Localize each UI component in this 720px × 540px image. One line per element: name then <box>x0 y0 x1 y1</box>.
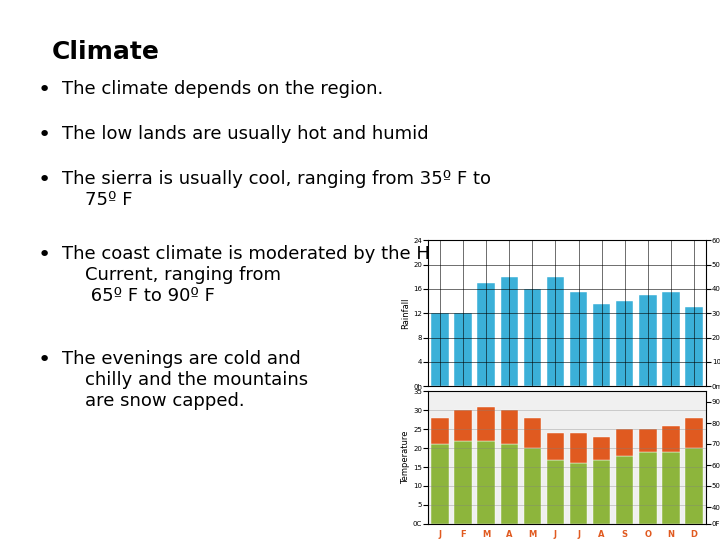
Text: •: • <box>38 170 51 190</box>
Bar <box>593 460 611 524</box>
Bar <box>662 426 680 452</box>
Bar <box>500 276 518 386</box>
Bar <box>546 276 564 386</box>
Text: The climate depends on the region.: The climate depends on the region. <box>62 80 383 98</box>
Bar <box>500 410 518 444</box>
Bar <box>570 463 588 524</box>
Bar <box>662 452 680 524</box>
Bar <box>685 418 703 448</box>
Bar <box>477 407 495 441</box>
Bar <box>546 433 564 460</box>
Text: •: • <box>38 125 51 145</box>
Bar <box>662 292 680 386</box>
Bar <box>616 301 634 386</box>
Bar <box>639 295 657 386</box>
Text: The coast climate is moderated by the Humbolt
    Current, ranging from
     65º: The coast climate is moderated by the Hu… <box>62 245 493 305</box>
Bar <box>523 448 541 524</box>
Bar <box>570 433 588 463</box>
Bar <box>523 289 541 386</box>
Bar <box>500 444 518 524</box>
Bar <box>477 283 495 386</box>
Bar <box>685 448 703 524</box>
Bar <box>431 418 449 444</box>
Bar <box>593 437 611 460</box>
Bar <box>593 304 611 386</box>
Y-axis label: Rainfall: Rainfall <box>401 298 410 329</box>
Bar <box>639 429 657 452</box>
Bar <box>454 410 472 441</box>
Y-axis label: Temperature: Temperature <box>401 431 410 484</box>
Bar <box>639 452 657 524</box>
Text: •: • <box>38 350 51 370</box>
Bar <box>431 444 449 524</box>
Bar <box>454 441 472 524</box>
Bar <box>570 292 588 386</box>
Bar <box>616 456 634 524</box>
Bar <box>685 307 703 386</box>
Text: The low lands are usually hot and humid: The low lands are usually hot and humid <box>62 125 428 143</box>
Bar <box>454 313 472 386</box>
Bar <box>477 441 495 524</box>
Text: •: • <box>38 245 51 265</box>
Bar <box>523 418 541 448</box>
Text: Climate: Climate <box>52 40 160 64</box>
Bar <box>616 429 634 456</box>
Text: •: • <box>38 80 51 100</box>
Text: The evenings are cold and
    chilly and the mountains
    are snow capped.: The evenings are cold and chilly and the… <box>62 350 308 410</box>
Bar <box>546 460 564 524</box>
Text: The sierra is usually cool, ranging from 35º F to
    75º F: The sierra is usually cool, ranging from… <box>62 170 491 209</box>
Bar <box>431 313 449 386</box>
